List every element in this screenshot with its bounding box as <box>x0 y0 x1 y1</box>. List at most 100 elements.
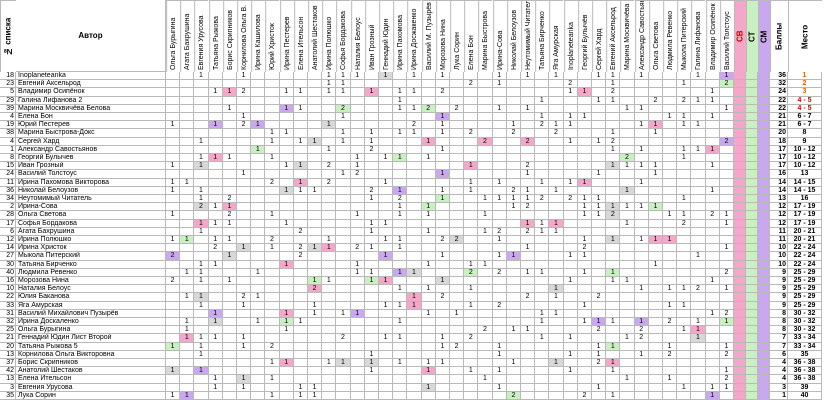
vote-cell <box>478 367 493 376</box>
vote-cell <box>492 137 507 146</box>
vote-cell <box>663 88 678 97</box>
vote-cell <box>421 277 436 286</box>
row-points: 10 <box>770 244 788 253</box>
vote-cell <box>648 375 663 384</box>
vote-cell <box>222 162 237 171</box>
vote-cell: 1 <box>549 293 564 302</box>
vote-cell <box>194 236 209 245</box>
vote-cell <box>620 268 635 277</box>
vote-cell: 1 <box>719 383 734 392</box>
vote-cell: 1 <box>393 301 408 310</box>
vote-cell <box>421 178 436 187</box>
vote-cell <box>648 318 663 327</box>
vote-cell: 2 <box>705 211 720 220</box>
vote-cell <box>577 186 592 195</box>
vote-cell <box>648 219 663 228</box>
vote-cell <box>677 309 692 318</box>
vote-cell: 1 <box>407 293 422 302</box>
row-place: 6 - 7 <box>788 121 822 130</box>
vote-cell <box>279 96 294 105</box>
vote-cell <box>180 72 195 81</box>
header-voter: Александр Савостьянов <box>634 0 649 72</box>
vote-cell: 1 <box>549 186 564 195</box>
vote-cell <box>237 219 252 228</box>
row-place: 9 <box>788 137 822 146</box>
vote-cell <box>677 277 692 286</box>
vote-cell <box>535 154 550 163</box>
row-place: 25 - 29 <box>788 277 822 286</box>
vote-cell <box>279 367 294 376</box>
vote-cell <box>648 342 663 351</box>
vote-cell <box>691 219 706 228</box>
vote-cell <box>279 170 294 179</box>
vote-cell <box>634 383 649 392</box>
row-number: 27 <box>0 252 16 261</box>
row-place: 25 - 29 <box>788 268 822 277</box>
vote-cell <box>478 334 493 343</box>
vote-cell: 2 <box>237 293 252 302</box>
vote-cell: 1 <box>563 350 578 359</box>
vote-cell: 1 <box>336 170 351 179</box>
vote-cell: 1 <box>535 227 550 236</box>
vote-cell <box>180 113 195 122</box>
vote-cell <box>719 260 734 269</box>
vote-cell <box>180 137 195 146</box>
row-place: 30 - 32 <box>788 309 822 318</box>
row-sm <box>758 88 770 97</box>
vote-cell <box>521 178 536 187</box>
vote-cell: 2 <box>350 244 365 253</box>
row-sv <box>734 268 746 277</box>
vote-cell <box>279 391 294 400</box>
vote-cell <box>421 350 436 359</box>
vote-cell <box>322 375 337 384</box>
vote-cell <box>293 326 308 335</box>
vote-cell <box>450 285 465 294</box>
vote-cell <box>535 129 550 138</box>
vote-cell <box>350 113 365 122</box>
vote-cell <box>563 244 578 253</box>
vote-cell <box>620 252 635 261</box>
row-st <box>746 154 758 163</box>
vote-cell <box>251 211 266 220</box>
vote-cell: 1 <box>620 277 635 286</box>
vote-cell <box>705 121 720 130</box>
vote-cell <box>492 154 507 163</box>
vote-cell: 2 <box>478 326 493 335</box>
vote-cell <box>350 96 365 105</box>
vote-cell <box>194 129 209 138</box>
vote-cell: 1 <box>563 121 578 130</box>
vote-cell: 1 <box>563 252 578 261</box>
vote-cell <box>691 277 706 286</box>
vote-cell: 1 <box>677 285 692 294</box>
vote-cell: 1 <box>606 268 621 277</box>
vote-cell <box>705 334 720 343</box>
row-author: Татьяна Рыжова 5 <box>16 342 166 351</box>
vote-cell <box>705 318 720 327</box>
vote-cell <box>691 309 706 318</box>
vote-cell: 1 <box>208 154 223 163</box>
vote-cell: 1 <box>180 268 195 277</box>
header-voter: Ирина Кашилова <box>251 0 266 72</box>
vote-cell <box>166 145 181 154</box>
vote-cell <box>634 195 649 204</box>
vote-cell <box>492 211 507 220</box>
vote-cell <box>719 252 734 261</box>
vote-cell <box>393 178 408 187</box>
vote-cell: 1 <box>705 162 720 171</box>
vote-cell: 1 <box>620 334 635 343</box>
vote-cell <box>421 326 436 335</box>
vote-cell: 1 <box>606 145 621 154</box>
vote-cell <box>535 367 550 376</box>
vote-cell <box>222 178 237 187</box>
vote-cell: 2 <box>620 154 635 163</box>
vote-cell <box>663 359 678 368</box>
vote-cell <box>322 227 337 236</box>
vote-cell: 1 <box>563 277 578 286</box>
row-place: 35 <box>788 350 822 359</box>
vote-cell <box>506 80 521 89</box>
vote-cell <box>166 309 181 318</box>
vote-cell <box>634 301 649 310</box>
vote-cell <box>478 170 493 179</box>
vote-cell <box>407 334 422 343</box>
vote-cell <box>208 367 223 376</box>
